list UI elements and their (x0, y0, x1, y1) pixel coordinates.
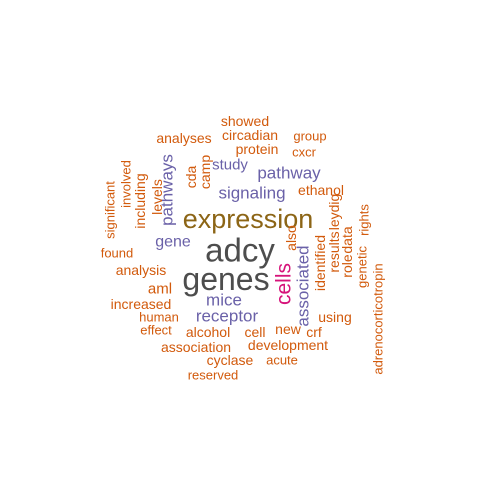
word-expression: expression (183, 204, 314, 234)
word-new: new (275, 321, 302, 337)
word-rights: rights (357, 204, 372, 236)
word-association: association (161, 339, 231, 355)
word-pathways: pathways (158, 154, 177, 226)
word-using: using (318, 309, 351, 325)
word-human: human (139, 310, 179, 325)
word-significant: significant (103, 181, 118, 239)
word-cyclase: cyclase (207, 352, 254, 368)
word-mice: mice (206, 291, 242, 310)
word-including: including (132, 173, 148, 228)
word-identified: identified (312, 235, 328, 291)
word-adcy: adcy (205, 232, 275, 269)
word-circadian: circadian (222, 127, 278, 143)
word-development: development (248, 337, 328, 353)
word-cda: cda (183, 166, 199, 189)
word-increased: increased (111, 296, 172, 312)
word-also: also (283, 225, 299, 251)
word-protein: protein (236, 141, 279, 157)
word-analysis: analysis (116, 262, 167, 278)
word-data: data (339, 226, 355, 253)
word-cell: cell (244, 324, 265, 340)
word-camp: camp (197, 155, 213, 189)
word-analyses: analyses (156, 130, 211, 146)
word-alcohol: alcohol (186, 324, 230, 340)
word-ethanol: ethanol (298, 182, 344, 198)
word-cxcr: cxcr (292, 145, 317, 160)
word-signaling: signaling (218, 184, 285, 203)
word-levels: levels (149, 179, 165, 215)
word-genetic: genetic (355, 246, 370, 288)
word-found: found (101, 246, 134, 261)
word-results: results (326, 231, 342, 272)
word-aml: aml (148, 281, 172, 298)
word-pathway: pathway (257, 164, 321, 183)
word-cells: cells (273, 263, 296, 305)
word-leydig: leydig (326, 194, 342, 231)
word-crf: crf (306, 324, 322, 340)
word-acute: acute (266, 353, 298, 368)
word-group: group (293, 129, 326, 144)
word-showed: showed (221, 113, 269, 129)
word-effect: effect (140, 323, 172, 338)
word-gene: gene (155, 234, 191, 251)
word-involved: involved (119, 160, 134, 208)
word-adrenocorticotropin: adrenocorticotropin (371, 263, 386, 374)
word-associated: associated (294, 245, 313, 326)
word-receptor: receptor (196, 307, 259, 326)
word-role: role (339, 254, 355, 278)
word-study: study (212, 157, 248, 174)
word-reserved: reserved (188, 368, 239, 383)
word-genes: genes (182, 261, 269, 297)
